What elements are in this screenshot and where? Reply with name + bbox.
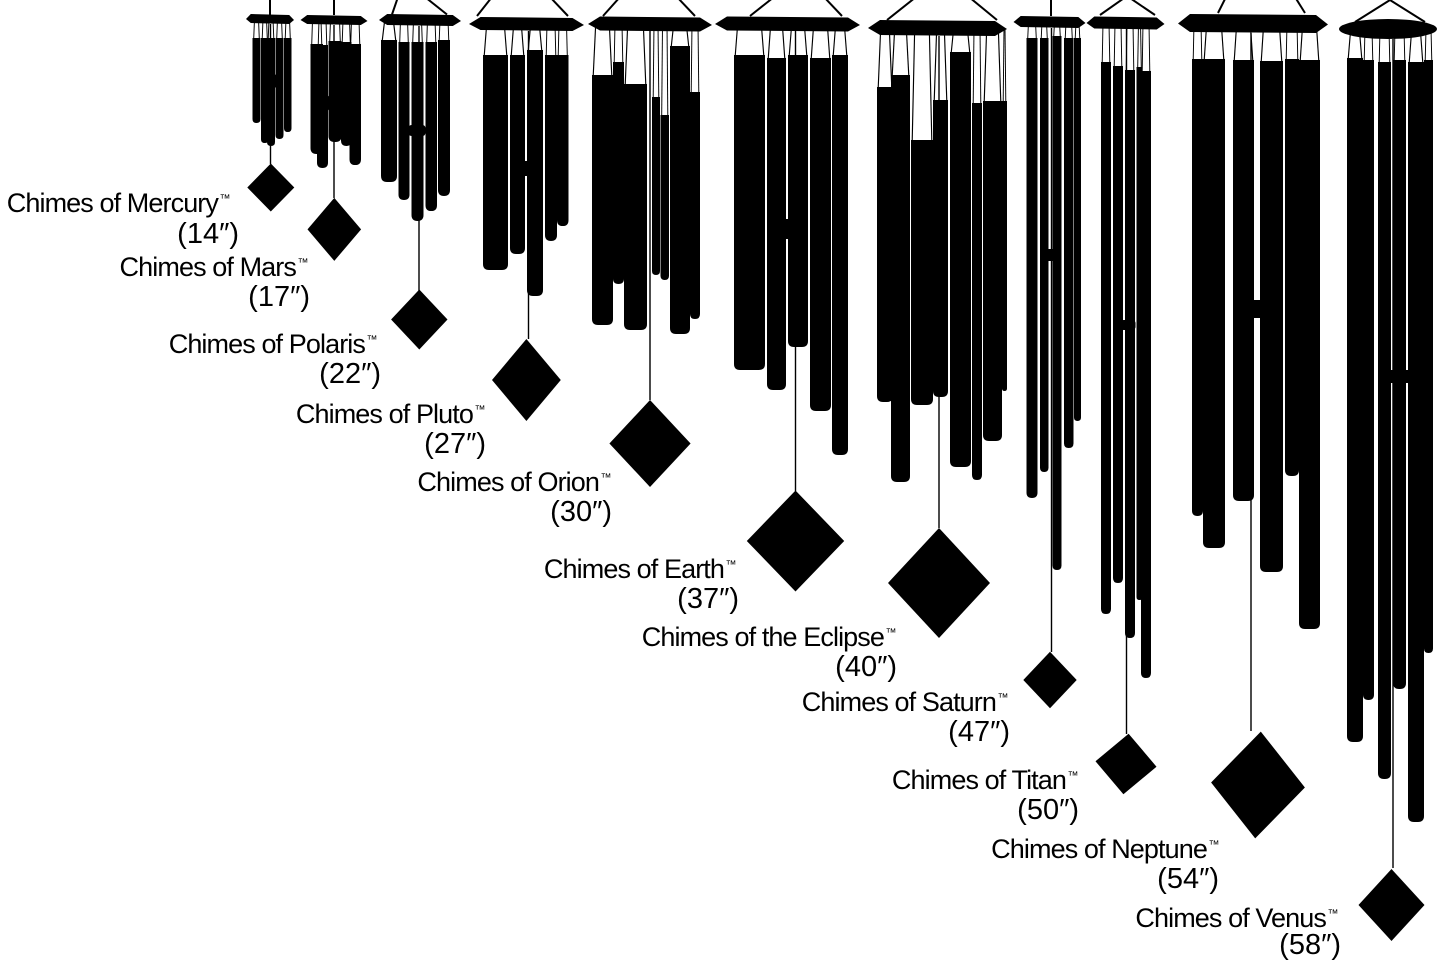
svg-text:(58″): (58″) — [1279, 929, 1341, 961]
svg-text:Chimes of Mercury: Chimes of Mercury — [7, 188, 220, 218]
svg-text:™: ™ — [601, 472, 612, 484]
svg-text:(14″): (14″) — [177, 218, 239, 250]
svg-text:Chimes of Neptune: Chimes of Neptune — [991, 834, 1207, 864]
svg-text:™: ™ — [367, 334, 378, 346]
svg-text:Chimes of Orion: Chimes of Orion — [417, 467, 599, 497]
svg-text:™: ™ — [298, 257, 309, 269]
svg-text:™: ™ — [998, 692, 1009, 704]
svg-text:(30″): (30″) — [550, 496, 612, 528]
svg-text:(54″): (54″) — [1157, 863, 1219, 895]
svg-text:™: ™ — [1209, 839, 1220, 851]
svg-text:(50″): (50″) — [1017, 794, 1079, 826]
svg-text:(22″): (22″) — [319, 358, 381, 390]
svg-text:(40″): (40″) — [835, 651, 897, 683]
svg-text:Chimes of Venus: Chimes of Venus — [1135, 903, 1326, 933]
svg-text:Chimes of Earth: Chimes of Earth — [544, 554, 724, 584]
svg-text:(47″): (47″) — [948, 716, 1010, 748]
svg-text:(37″): (37″) — [677, 583, 739, 615]
svg-text:Chimes of Saturn: Chimes of Saturn — [802, 687, 996, 717]
svg-text:™: ™ — [1328, 908, 1339, 920]
svg-text:™: ™ — [886, 627, 897, 639]
svg-text:™: ™ — [1068, 770, 1079, 782]
svg-text:(17″): (17″) — [248, 281, 310, 313]
svg-text:™: ™ — [475, 404, 486, 416]
svg-text:Chimes of the Eclipse: Chimes of the Eclipse — [642, 622, 884, 652]
svg-text:™: ™ — [726, 559, 737, 571]
svg-text:(27″): (27″) — [424, 428, 486, 460]
svg-text:Chimes of Mars: Chimes of Mars — [120, 252, 297, 282]
svg-text:™: ™ — [220, 193, 231, 205]
svg-text:Chimes of Polaris: Chimes of Polaris — [169, 329, 366, 359]
svg-text:Chimes of Titan: Chimes of Titan — [892, 765, 1066, 795]
svg-text:Chimes of Pluto: Chimes of Pluto — [296, 399, 473, 429]
